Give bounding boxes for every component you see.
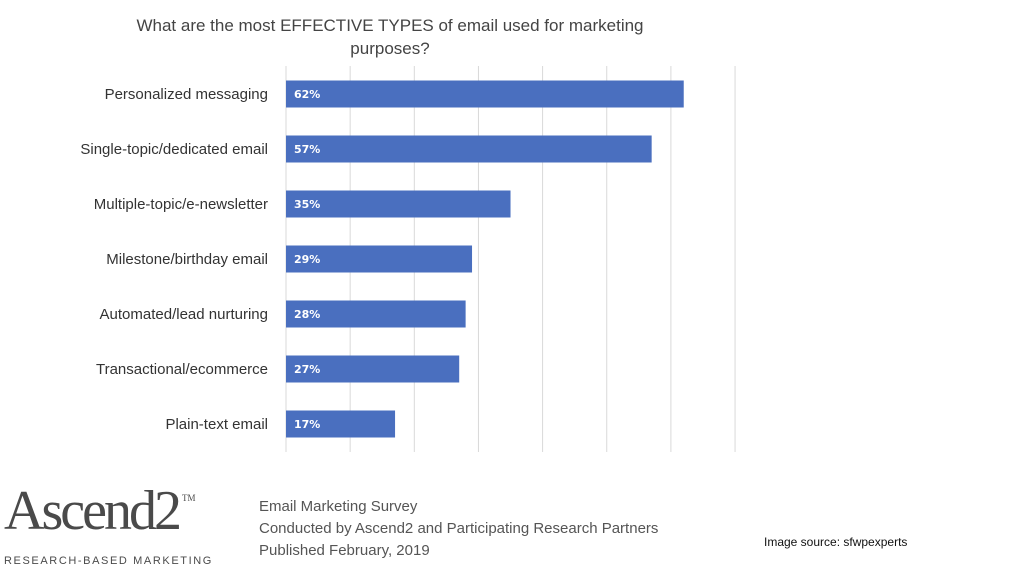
data-label: 17% — [294, 418, 320, 431]
category-label: Single-topic/dedicated email — [80, 141, 268, 158]
survey-published-date: Published February, 2019 — [259, 542, 430, 559]
data-label: 28% — [294, 308, 320, 321]
category-label: Multiple-topic/e-newsletter — [94, 196, 268, 213]
ascend2-logo: Ascend2 TM RESEARCH-BASED MARKETING — [4, 483, 219, 567]
chart-title: What are the most EFFECTIVE TYPES of ema… — [136, 16, 644, 58]
data-label: 57% — [294, 143, 320, 156]
image-source-note: Image source: sfwpexperts — [764, 535, 908, 549]
category-label: Personalized messaging — [105, 86, 268, 103]
bar — [286, 410, 396, 438]
bar — [286, 300, 466, 328]
bar — [286, 80, 684, 108]
survey-conducted-by: Conducted by Ascend2 and Participating R… — [259, 520, 659, 537]
bar — [286, 135, 652, 163]
bar-chart: Personalized messaging 62% Single-topic/de… — [80, 66, 736, 452]
bar — [286, 355, 460, 383]
category-label: Milestone/birthday email — [106, 251, 268, 268]
survey-name: Email Marketing Survey — [259, 498, 418, 515]
data-label: 62% — [294, 88, 320, 101]
data-label: 27% — [294, 363, 320, 376]
category-label: Plain-text email — [165, 416, 268, 433]
data-label: 35% — [294, 198, 320, 211]
survey-info: Email Marketing Survey Conducted by Asce… — [259, 496, 658, 562]
logo-tagline: RESEARCH-BASED MARKETING — [4, 555, 213, 567]
category-label: Automated/lead nurturing — [100, 306, 268, 323]
logo-tm-mark: TM — [181, 493, 196, 503]
category-label: Transactional/ecommerce — [96, 361, 268, 378]
data-label: 29% — [294, 253, 320, 266]
bar — [286, 190, 511, 218]
logo-wordmark: Ascend2 TM — [4, 480, 196, 542]
bar — [286, 245, 473, 273]
